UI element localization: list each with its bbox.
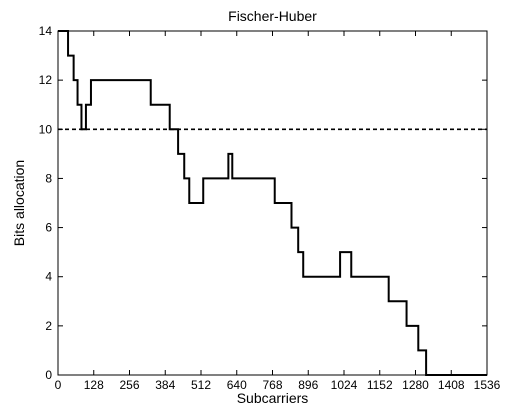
x-tick-label: 256 <box>119 378 139 392</box>
axes <box>57 30 488 376</box>
x-tick-label: 768 <box>262 378 282 392</box>
y-tick-label: 10 <box>39 122 53 136</box>
series-layer <box>58 30 487 376</box>
x-tick-label: 384 <box>155 378 175 392</box>
x-tick-label: 640 <box>227 378 247 392</box>
x-tick-label: 0 <box>55 378 62 392</box>
x-tick-label: 512 <box>191 378 211 392</box>
x-axis-ticks: 0 128 256 384 512 640 768 896 1024 1152 1280 1408 15… <box>55 31 501 392</box>
bits-allocation-line <box>58 30 487 376</box>
y-axis-ticks: 0 2 4 6 8 10 12 14 <box>39 24 487 382</box>
x-tick-label: 1280 <box>402 378 429 392</box>
y-tick-label: 2 <box>45 319 52 333</box>
x-tick-label: 896 <box>298 378 318 392</box>
x-tick-label: 1536 <box>474 378 501 392</box>
y-tick-label: 0 <box>45 368 52 382</box>
x-tick-label: 1024 <box>331 378 358 392</box>
chart-title: Fischer-Huber <box>228 8 317 24</box>
y-tick-label: 12 <box>39 73 53 87</box>
x-tick-label: 128 <box>84 378 104 392</box>
x-tick-label: 1408 <box>438 378 465 392</box>
y-tick-label: 14 <box>39 24 53 38</box>
y-tick-label: 8 <box>45 171 52 185</box>
x-axis-label: Subcarriers <box>237 390 309 406</box>
plot-frame <box>57 30 488 376</box>
y-axis-label: Bits allocation <box>11 160 27 246</box>
y-tick-label: 6 <box>45 221 52 235</box>
x-tick-label: 1152 <box>367 378 393 392</box>
y-tick-label: 4 <box>45 270 52 284</box>
